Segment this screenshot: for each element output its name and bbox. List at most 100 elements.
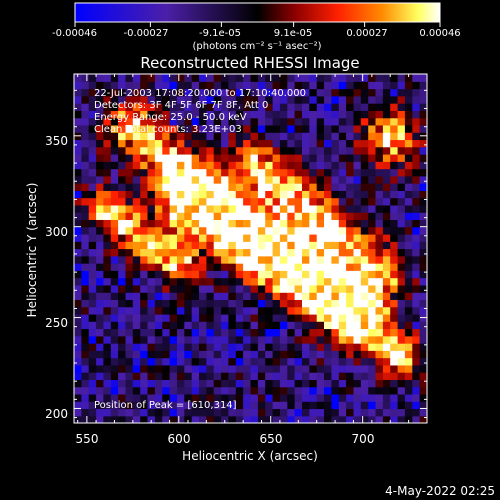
heatmap-cell	[346, 284, 355, 293]
heatmap-cell	[118, 408, 127, 417]
heatmap-cell	[294, 335, 303, 344]
heatmap-cell	[199, 81, 207, 90]
heatmap-cell	[368, 255, 377, 264]
heatmap-cell	[184, 248, 193, 257]
heatmap-cell	[309, 299, 318, 308]
heatmap-cell	[103, 364, 112, 373]
heatmap-cell	[125, 183, 134, 191]
heatmap-cell	[309, 401, 318, 410]
heatmap-cell	[338, 393, 347, 402]
heatmap-cell	[287, 88, 296, 97]
heatmap-cell	[81, 124, 90, 133]
heatmap-cell	[331, 161, 340, 170]
heatmap-cell	[154, 146, 163, 155]
heatmap-cell	[360, 124, 369, 133]
heatmap-cell	[419, 284, 427, 293]
heatmap-cell	[228, 88, 237, 97]
heatmap-cell	[257, 357, 266, 366]
heatmap-cell	[324, 88, 332, 97]
heatmap-cell	[177, 277, 185, 286]
heatmap-cell	[257, 284, 266, 293]
heatmap-cell	[140, 226, 149, 235]
heatmap-cell	[169, 190, 178, 199]
heatmap-cell	[169, 386, 178, 395]
heatmap-cell	[132, 313, 141, 322]
heatmap-cell	[184, 321, 193, 330]
heatmap-cell	[360, 103, 369, 111]
heatmap-cell	[324, 270, 332, 279]
heatmap-cell	[103, 408, 112, 417]
heatmap-cell	[169, 292, 178, 300]
heatmap-cell	[279, 161, 288, 170]
heatmap-cell	[404, 386, 413, 395]
heatmap-cell	[279, 255, 288, 264]
heatmap-cell	[118, 284, 127, 293]
heatmap-cell	[360, 88, 369, 97]
heatmap-cell	[390, 241, 399, 250]
heatmap-cell	[96, 190, 105, 199]
heatmap-cell	[382, 204, 391, 213]
heatmap-cell	[287, 95, 296, 104]
heatmap-cell	[132, 263, 141, 271]
heatmap-cell	[250, 219, 259, 228]
heatmap-cell	[279, 350, 288, 359]
heatmap-cell	[353, 306, 362, 315]
heatmap-cell	[338, 364, 347, 373]
heatmap-cell	[257, 415, 266, 423]
heatmap-cell	[294, 401, 303, 410]
heatmap-cell	[338, 284, 347, 293]
heatmap-cell	[118, 321, 127, 330]
heatmap-cell	[302, 103, 310, 111]
heatmap-cell	[287, 124, 296, 133]
heatmap-cell	[360, 139, 369, 148]
heatmap-cell	[147, 146, 156, 155]
heatmap-cell	[206, 263, 215, 271]
heatmap-cell	[235, 146, 244, 155]
info-detectors: Detectors: 3F 4F 5F 6F 7F 8F, Att 0	[94, 100, 268, 111]
heatmap-cell	[103, 357, 112, 366]
heatmap-cell	[338, 357, 347, 366]
heatmap-cell	[404, 357, 413, 366]
heatmap-cell	[360, 183, 369, 191]
heatmap-cell	[191, 88, 200, 97]
heatmap-cell	[228, 335, 237, 344]
heatmap-cell	[250, 263, 259, 271]
heatmap-cell	[272, 263, 281, 271]
heatmap-cell	[213, 226, 222, 235]
heatmap-cell	[360, 95, 369, 104]
heatmap-cell	[74, 103, 82, 111]
heatmap-cell	[221, 95, 230, 104]
heatmap-cell	[228, 401, 237, 410]
heatmap-cell	[140, 190, 149, 199]
heatmap-cell	[235, 255, 244, 264]
heatmap-cell	[390, 372, 399, 380]
heatmap-cell	[110, 226, 119, 235]
heatmap-cell	[368, 117, 377, 126]
heatmap-cell	[228, 154, 237, 162]
heatmap-cell	[360, 415, 369, 423]
heatmap-cell	[228, 175, 237, 184]
heatmap-cell	[353, 241, 362, 250]
heatmap-cell	[206, 154, 215, 162]
heatmap-cell	[257, 313, 266, 322]
heatmap-cell	[250, 241, 259, 250]
heatmap-cell	[272, 299, 281, 308]
heatmap-cell	[316, 415, 325, 423]
heatmap-cell	[419, 175, 427, 184]
heatmap-cell	[390, 226, 399, 235]
heatmap-cell	[265, 357, 274, 366]
heatmap-cell	[235, 393, 244, 402]
heatmap-cell	[250, 103, 259, 111]
heatmap-cell	[228, 74, 237, 82]
heatmap-cell	[419, 335, 427, 344]
heatmap-cell	[404, 110, 413, 119]
heatmap-cell	[213, 234, 222, 242]
heatmap-cell	[331, 95, 340, 104]
heatmap-cell	[206, 197, 215, 206]
heatmap-cell	[412, 161, 421, 170]
heatmap-cell	[177, 386, 185, 395]
heatmap-cell	[294, 88, 303, 97]
heatmap-cell	[118, 197, 127, 206]
heatmap-cell	[243, 197, 252, 206]
heatmap-cell	[140, 364, 149, 373]
